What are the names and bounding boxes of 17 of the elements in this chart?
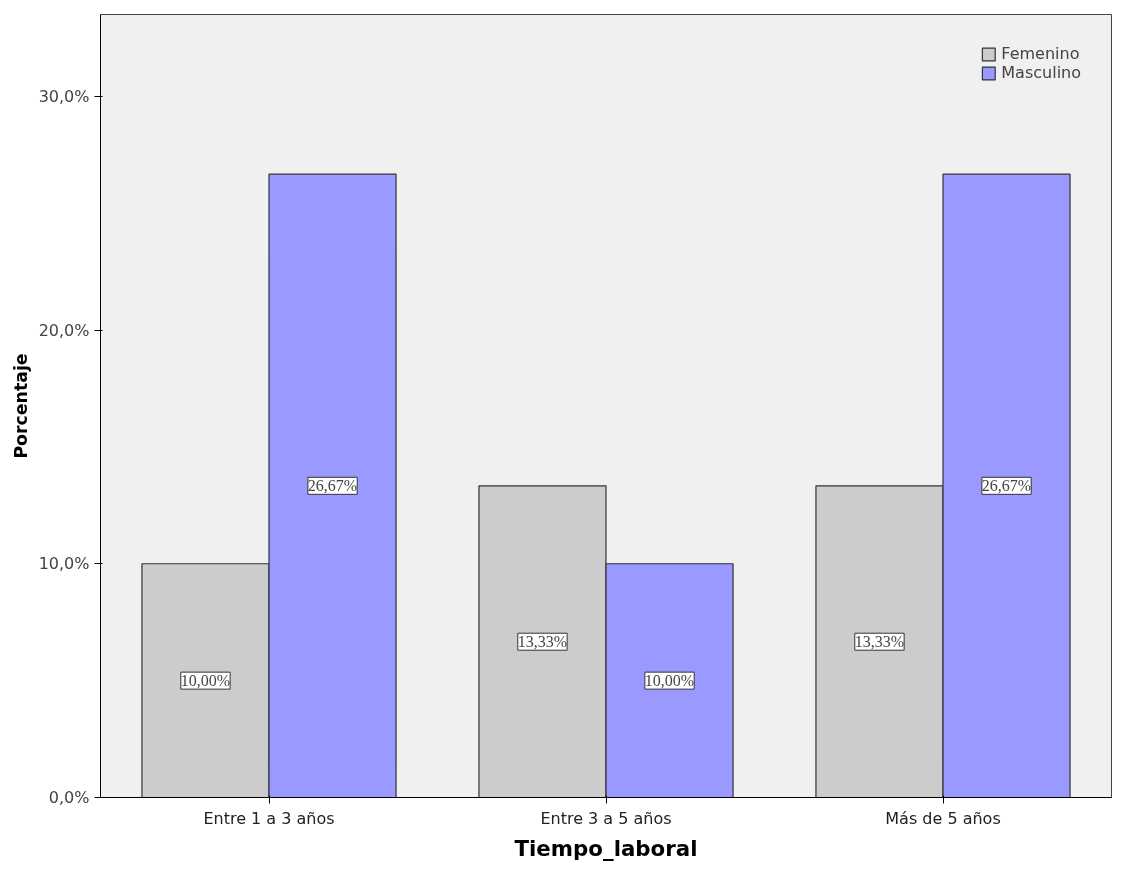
y-axis-title: Porcentaje — [10, 353, 31, 459]
data-label: 26,67% — [981, 477, 1032, 495]
data-label: 26,67% — [307, 477, 358, 495]
x-axis-title: Tiempo_laboral — [514, 835, 698, 861]
x-tick-label: Más de 5 años — [885, 808, 1001, 828]
x-tick-label: Entre 1 a 3 años — [203, 808, 335, 828]
y-tick-label: 10,0% — [38, 554, 90, 574]
legend-label: Masculino — [1001, 63, 1081, 82]
legend-label: Femenino — [1001, 44, 1080, 63]
data-label: 10,00% — [644, 672, 695, 690]
y-tick-label: 30,0% — [38, 86, 90, 106]
data-label: 13,33% — [517, 633, 568, 651]
data-label: 13,33% — [854, 633, 905, 651]
data-label: 10,00% — [180, 672, 231, 690]
x-tick-label: Entre 3 a 5 años — [540, 808, 672, 828]
y-tick-label: 0,0% — [48, 788, 90, 807]
y-tick-label: 20,0% — [38, 320, 90, 340]
